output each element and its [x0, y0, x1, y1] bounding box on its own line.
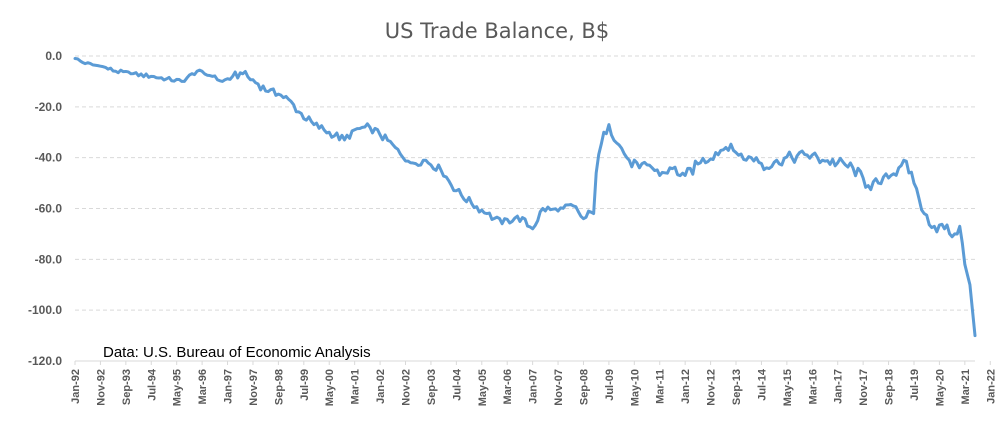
x-tick-label: Jan-12 [680, 369, 692, 404]
x-tick-label: Mar-01 [350, 369, 362, 404]
x-tick-label: Jul-19 [909, 369, 921, 401]
y-axis-ticks: 0.0 -20.0 -40.0 -60.0 -80.0 -100.0 -120.0 [28, 49, 62, 368]
series-line-trade-balance [73, 57, 977, 338]
x-tick-label: Mar-21 [960, 369, 972, 404]
x-tick-label: Jul-09 [604, 369, 616, 401]
y-tick-label: 0.0 [45, 49, 62, 63]
x-tick-label: Mar-06 [502, 369, 514, 404]
y-tick-label: -100.0 [28, 303, 62, 317]
x-tick-label: May-95 [172, 369, 184, 406]
x-axis-ticks: Jan-92 Nov-92 Sep-93 Jul-94 May-95 Mar-96 Jan-… [70, 361, 997, 406]
x-tick-label: May-00 [324, 369, 336, 406]
x-tick-label: Jul-14 [756, 368, 768, 401]
x-tick-label: Sep-98 [273, 369, 285, 405]
x-tick-label: Jan-97 [223, 369, 235, 404]
x-tick-label: Jan-02 [375, 369, 387, 404]
x-tick-label: May-15 [782, 369, 794, 406]
x-tick-label: Nov-17 [858, 369, 870, 406]
x-tick-label: Nov-12 [706, 369, 718, 406]
gridlines [75, 55, 975, 362]
y-tick-label: -40.0 [35, 151, 63, 165]
y-tick-label: -80.0 [35, 252, 63, 266]
x-tick-label: Jan-17 [833, 369, 845, 404]
x-tick-label: Jan-92 [70, 369, 82, 404]
x-tick-label: Mar-96 [197, 369, 209, 404]
x-tick-label: Nov-02 [401, 369, 413, 406]
x-tick-label: Sep-13 [731, 369, 743, 405]
x-tick-label: Mar-11 [655, 369, 667, 404]
series-layer [73, 57, 977, 338]
x-tick-label: Mar-16 [807, 369, 819, 404]
x-tick-label: May-20 [934, 369, 946, 406]
y-tick-label: -20.0 [35, 100, 63, 114]
chart-title: US Trade Balance, B$ [385, 19, 609, 43]
x-tick-label: May-05 [477, 369, 489, 406]
y-tick-label: -60.0 [35, 202, 63, 216]
x-tick-label: Jan-22 [985, 369, 997, 404]
x-tick-label: Nov-92 [95, 369, 107, 406]
x-tick-label: Sep-08 [578, 369, 590, 405]
x-tick-label: Jul-94 [146, 368, 158, 401]
source-note: Data: U.S. Bureau of Economic Analysis [103, 344, 371, 361]
x-tick-label: Nov-07 [553, 369, 565, 406]
x-tick-label: Sep-93 [121, 369, 133, 405]
x-tick-label: May-10 [629, 369, 641, 406]
x-tick-label: Sep-03 [426, 369, 438, 405]
y-tick-label: -120.0 [28, 354, 62, 368]
x-tick-label: Jul-04 [451, 368, 463, 401]
x-tick-label: Jul-99 [299, 369, 311, 401]
x-tick-label: Nov-97 [248, 369, 260, 406]
x-tick-label: Sep-18 [884, 369, 896, 405]
x-tick-label: Jan-07 [528, 369, 540, 404]
